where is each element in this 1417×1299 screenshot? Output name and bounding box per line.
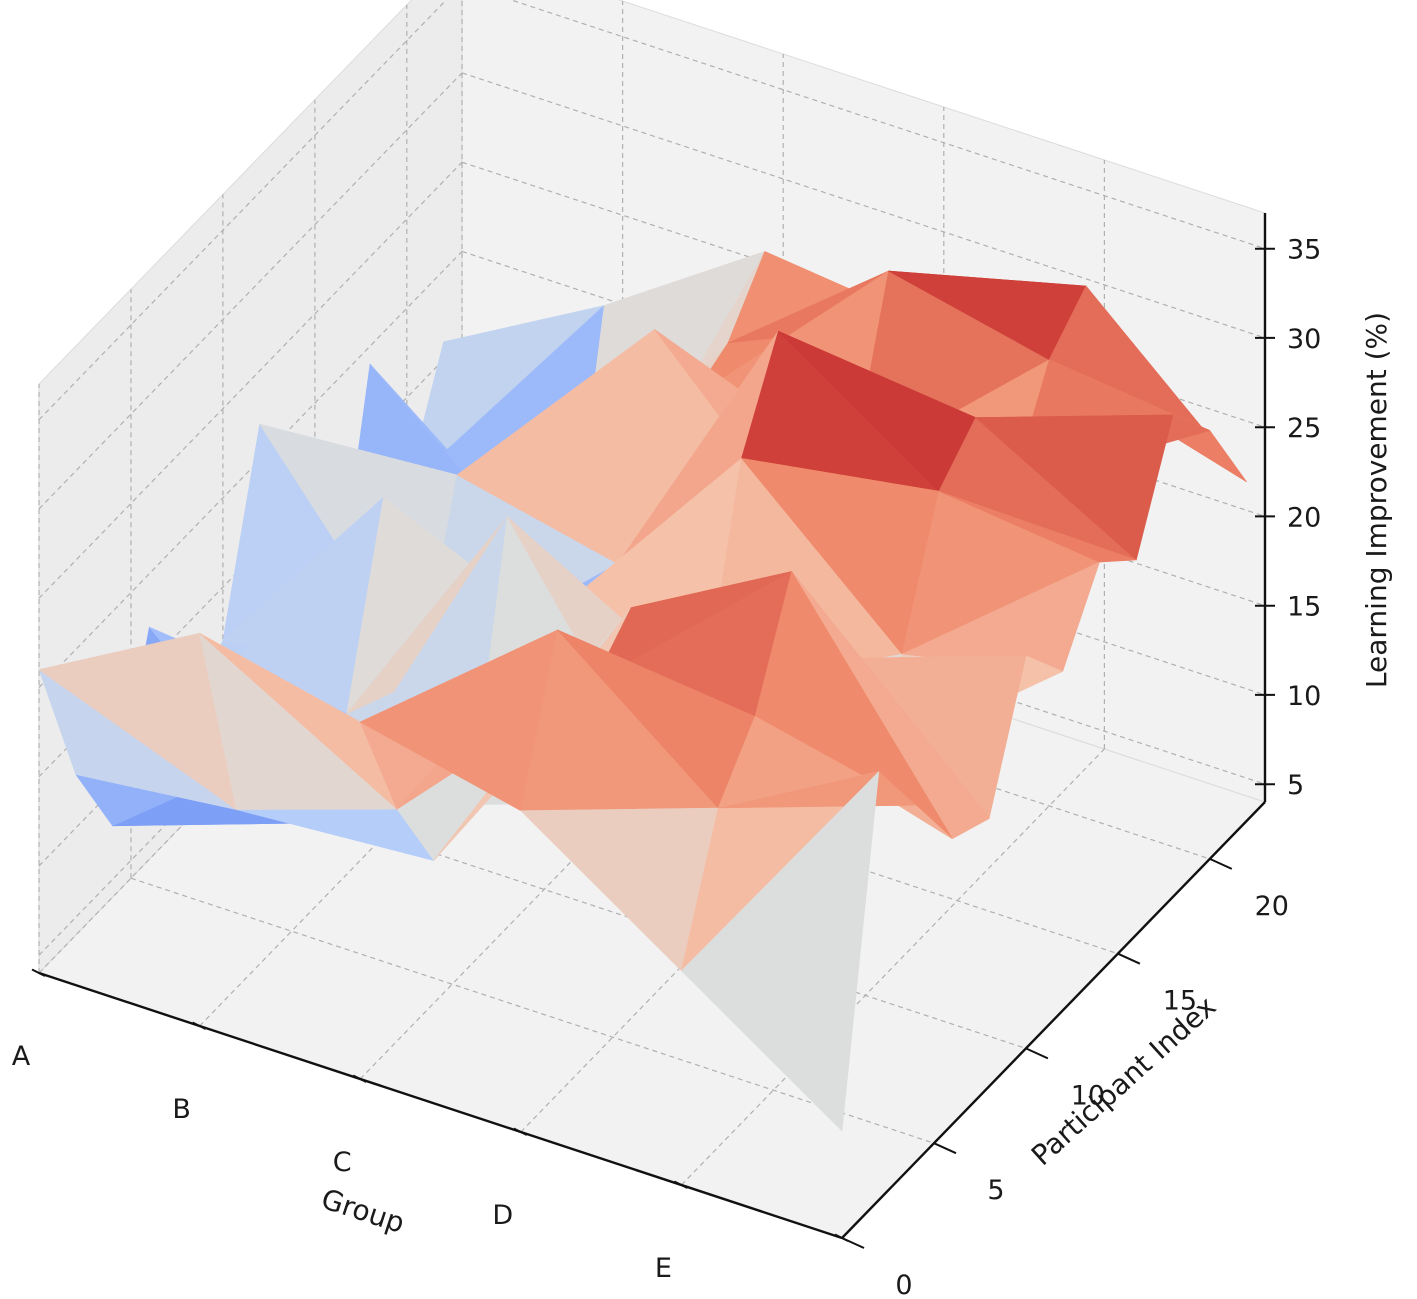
z-tick-label: 35	[1287, 235, 1321, 266]
grid-line-y	[130, 877, 935, 1144]
x-tick-label: A	[12, 1041, 31, 1072]
grid-line-z-back	[461, 340, 1266, 607]
x-tick-mark	[673, 1180, 688, 1189]
z-tick-label: 10	[1287, 681, 1321, 712]
axis-lines	[38, 213, 1267, 1240]
z-tick-label: 15	[1287, 592, 1321, 623]
y-tick-mark	[841, 1237, 865, 1249]
surface-facet	[938, 490, 1137, 563]
x-tick-label: C	[333, 1147, 352, 1178]
x-axis-title: Group	[317, 1182, 408, 1240]
grid-line-z-left	[38, 72, 463, 510]
grid-line-x	[680, 748, 1105, 1186]
grid-line-z-left	[38, 161, 463, 599]
grid-line-z-back	[509, 0, 1266, 250]
x-axis-line	[38, 971, 843, 1240]
grid-line-y	[222, 782, 1027, 1049]
y-tick-label: 0	[895, 1270, 912, 1299]
surface-mesh	[38, 251, 1247, 1132]
y-tick-mark	[1209, 857, 1233, 870]
y-axis-ticks: 0 5 10 15 20	[841, 857, 1289, 1299]
x-tick-mark	[192, 1021, 207, 1030]
y-tick-label: 5	[987, 1175, 1004, 1206]
grid-line-y	[314, 688, 1119, 955]
y-tick-mark	[1025, 1047, 1049, 1060]
grid-line-z-back	[461, 518, 1266, 785]
x-tick-mark	[31, 968, 46, 977]
grid-line-y	[406, 593, 1210, 860]
x-tick-label: D	[492, 1200, 513, 1231]
grid-line-z-back	[461, 72, 1266, 339]
y-tick-label: 15	[1163, 986, 1197, 1017]
y-tick-label: 10	[1071, 1080, 1105, 1111]
z-axis-title: Learning Improvement (%)	[1360, 312, 1393, 688]
z-tick-label: 5	[1287, 770, 1304, 801]
x-axis-ticks: ABCDEF	[12, 968, 849, 1284]
x-tick-label: B	[172, 1094, 191, 1125]
y-tick-mark	[933, 1142, 957, 1155]
z-tick-label: 25	[1287, 413, 1321, 444]
z-tick-label: 30	[1287, 324, 1321, 355]
x-tick-mark	[352, 1074, 367, 1083]
surface-facet	[975, 414, 1174, 561]
grid-line-z-left	[38, 250, 463, 688]
z-axis-ticks: 5 10 15 20 25 30 35	[1255, 235, 1321, 801]
surface-facet	[681, 771, 880, 1132]
x-tick-label: E	[655, 1253, 672, 1284]
grid-line-z-back	[461, 429, 1266, 696]
grid-line-z-left	[38, 0, 448, 421]
z-tick-label: 20	[1287, 502, 1321, 533]
y-tick-mark	[1117, 952, 1141, 965]
y-axis-line	[841, 801, 1266, 1239]
x-tick-mark	[513, 1127, 528, 1136]
y-tick-label: 20	[1255, 891, 1289, 922]
